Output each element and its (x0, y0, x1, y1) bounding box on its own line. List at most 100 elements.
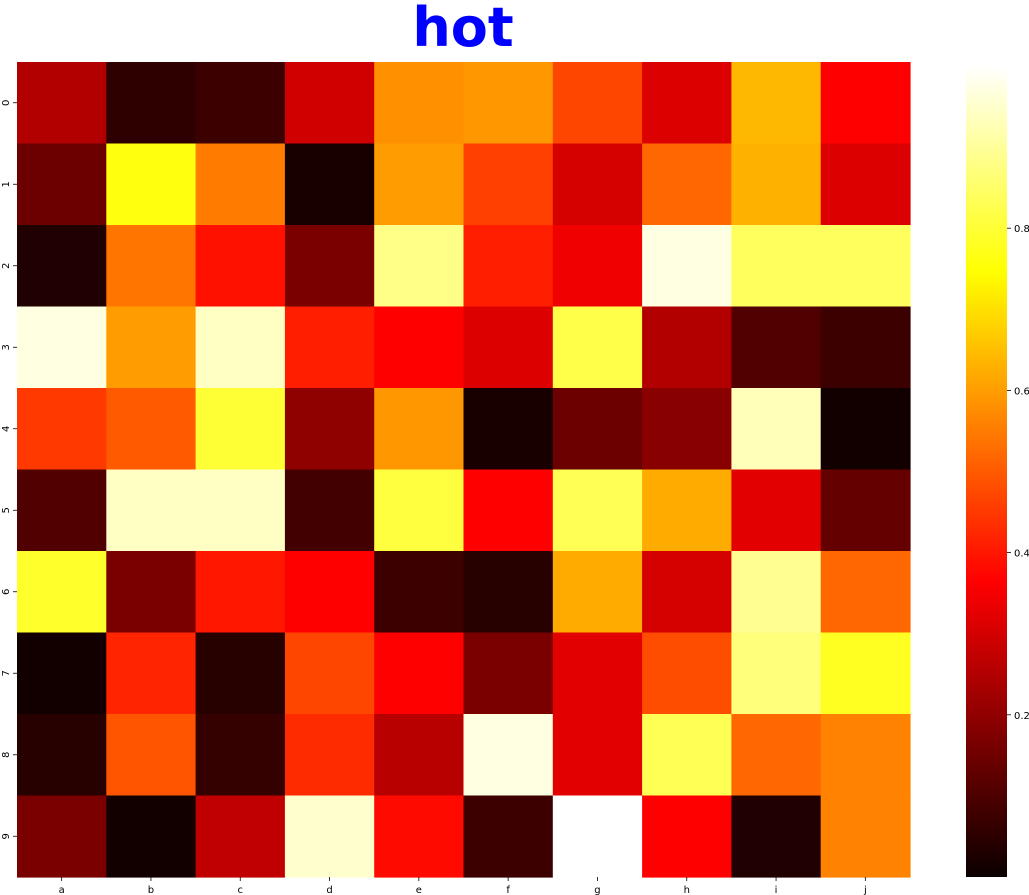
heatmap-cell-4-d (284, 388, 375, 471)
heatmap-cell-7-j (820, 632, 911, 715)
heatmap-cell-5-c (195, 469, 286, 552)
y-tick-label-9: 9 (1, 833, 12, 839)
heatmap-cell-6-a (17, 551, 107, 634)
heatmap-cell-9-b (106, 795, 197, 878)
x-axis: a b c d e f g h i j (59, 877, 867, 895)
heatmap-cell-9-i (731, 795, 822, 878)
heatmap-cell-1-d (284, 143, 375, 226)
colorbar-tick-label: 0.2 (1014, 711, 1029, 722)
heatmap-cell-8-b (106, 714, 197, 797)
heatmap-cell-3-g (552, 306, 643, 389)
y-tick-label-1: 1 (1, 181, 12, 187)
heatmap-cell-2-b (106, 225, 197, 308)
heatmap-cell-6-j (820, 551, 911, 634)
heatmap-cell-3-j (820, 306, 911, 389)
heatmap-cell-6-g (552, 551, 643, 634)
y-tick-label-7: 7 (1, 670, 12, 676)
heatmap-cell-9-d (284, 795, 375, 878)
heatmap-cell-7-g (552, 632, 643, 715)
heatmap-cell-9-f (463, 795, 554, 878)
heatmap-cell-4-e (374, 388, 465, 471)
x-tick-label-h: h (684, 885, 690, 895)
heatmap-cell-6-e (374, 551, 465, 634)
heatmap-cell-7-e (374, 632, 465, 715)
heatmap-cell-2-e (374, 225, 465, 308)
heatmap-cell-2-g (552, 225, 643, 308)
heatmap-cell-0-i (731, 62, 822, 145)
heatmap-cell-4-c (195, 388, 286, 471)
heatmap-cell-4-h (642, 388, 732, 471)
heatmap-cell-2-f (463, 225, 554, 308)
heatmap-cell-3-c (195, 306, 286, 389)
heatmap-cell-0-f (463, 62, 554, 145)
heatmap-cell-8-e (374, 714, 465, 797)
heatmap-cells (17, 62, 911, 878)
heatmap-cell-8-g (552, 714, 643, 797)
heatmap-cell-5-i (731, 469, 822, 552)
heatmap-cell-3-a (17, 306, 107, 389)
heatmap-cell-6-d (284, 551, 375, 634)
heatmap-cell-0-d (284, 62, 375, 145)
heatmap-cell-7-h (642, 632, 732, 715)
y-tick-label-4: 4 (1, 426, 12, 432)
heatmap-cell-6-h (642, 551, 732, 634)
heatmap-cell-7-a (17, 632, 107, 715)
heatmap-cell-8-c (195, 714, 286, 797)
x-tick-label-i: i (775, 885, 778, 895)
heatmap-cell-1-g (552, 143, 643, 226)
heatmap-cell-5-e (374, 469, 465, 552)
heatmap-cell-0-g (552, 62, 643, 145)
heatmap-cell-1-f (463, 143, 554, 226)
heatmap-cell-1-e (374, 143, 465, 226)
x-tick-label-e: e (416, 885, 422, 895)
heatmap-cell-3-i (731, 306, 822, 389)
heatmap-cell-6-f (463, 551, 554, 634)
x-tick-label-a: a (59, 885, 65, 895)
heatmap-cell-2-a (17, 225, 107, 308)
heatmap-cell-8-j (820, 714, 911, 797)
colorbar-tick-label: 0.8 (1014, 224, 1029, 235)
x-tick-label-b: b (148, 885, 154, 895)
y-tick-label-8: 8 (1, 752, 12, 758)
y-tick-label-3: 3 (1, 344, 12, 350)
x-tick-label-g: g (594, 885, 600, 895)
heatmap-cell-7-f (463, 632, 554, 715)
heatmap-cell-4-a (17, 388, 107, 471)
x-tick-label-f: f (506, 885, 510, 895)
y-tick-label-6: 6 (1, 589, 12, 595)
heatmap-cell-8-d (284, 714, 375, 797)
heatmap-cell-5-b (106, 469, 197, 552)
heatmap-cell-2-c (195, 225, 286, 308)
heatmap-cell-9-j (820, 795, 911, 878)
heatmap-cell-9-c (195, 795, 286, 878)
heatmap-cell-1-a (17, 143, 107, 226)
heatmap-cell-3-b (106, 306, 197, 389)
colorbar-tick-label: 0.4 (1014, 549, 1029, 560)
heatmap-cell-3-e (374, 306, 465, 389)
heatmap-cell-1-h (642, 143, 732, 226)
colorbar-gradient (966, 66, 1007, 877)
heatmap-cell-2-j (820, 225, 911, 308)
colorbar: 0.2 0.4 0.6 0.8 (966, 66, 1029, 877)
heatmap-cell-4-j (820, 388, 911, 471)
x-tick-label-d: d (326, 885, 332, 895)
heatmap-cell-1-j (820, 143, 911, 226)
x-tick-label-j: j (863, 885, 867, 895)
heatmap-cell-5-j (820, 469, 911, 552)
heatmap-cell-1-b (106, 143, 197, 226)
heatmap-cell-8-f (463, 714, 554, 797)
heatmap-cell-7-c (195, 632, 286, 715)
heatmap-cell-4-g (552, 388, 643, 471)
heatmap-cell-0-j (820, 62, 911, 145)
heatmap-cell-7-d (284, 632, 375, 715)
heatmap-cell-8-h (642, 714, 732, 797)
heatmap-cell-3-h (642, 306, 732, 389)
heatmap-cell-5-g (552, 469, 643, 552)
heatmap-cell-2-h (642, 225, 732, 308)
heatmap-cell-3-f (463, 306, 554, 389)
heatmap-cell-1-c (195, 143, 286, 226)
heatmap-cell-9-a (17, 795, 107, 878)
x-tick-label-c: c (238, 885, 244, 895)
heatmap-cell-9-g (552, 795, 643, 878)
